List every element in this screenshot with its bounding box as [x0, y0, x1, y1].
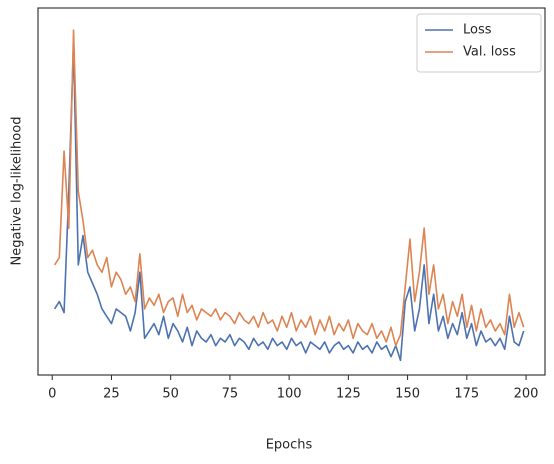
x-tick-label: 200	[514, 387, 539, 402]
x-axis-label: Epochs	[266, 438, 313, 453]
y-axis-label: Negative log-likelihood	[10, 117, 25, 266]
x-tick-label: 50	[162, 387, 179, 402]
x-tick-label: 175	[454, 387, 479, 402]
legend-label: Val. loss	[463, 45, 516, 60]
x-tick-label: 25	[103, 387, 120, 402]
legend-box	[416, 13, 542, 73]
series-line	[53, 43, 525, 362]
x-tick-label: 75	[222, 387, 239, 402]
plot-frame	[37, 7, 546, 376]
legend-label: Loss	[463, 23, 492, 38]
x-tick-label: 100	[277, 387, 302, 402]
x-tick-label: 125	[336, 387, 361, 402]
x-tick-label: 0	[48, 387, 56, 402]
x-tick-label: 150	[395, 387, 420, 402]
series-line	[53, 29, 525, 347]
